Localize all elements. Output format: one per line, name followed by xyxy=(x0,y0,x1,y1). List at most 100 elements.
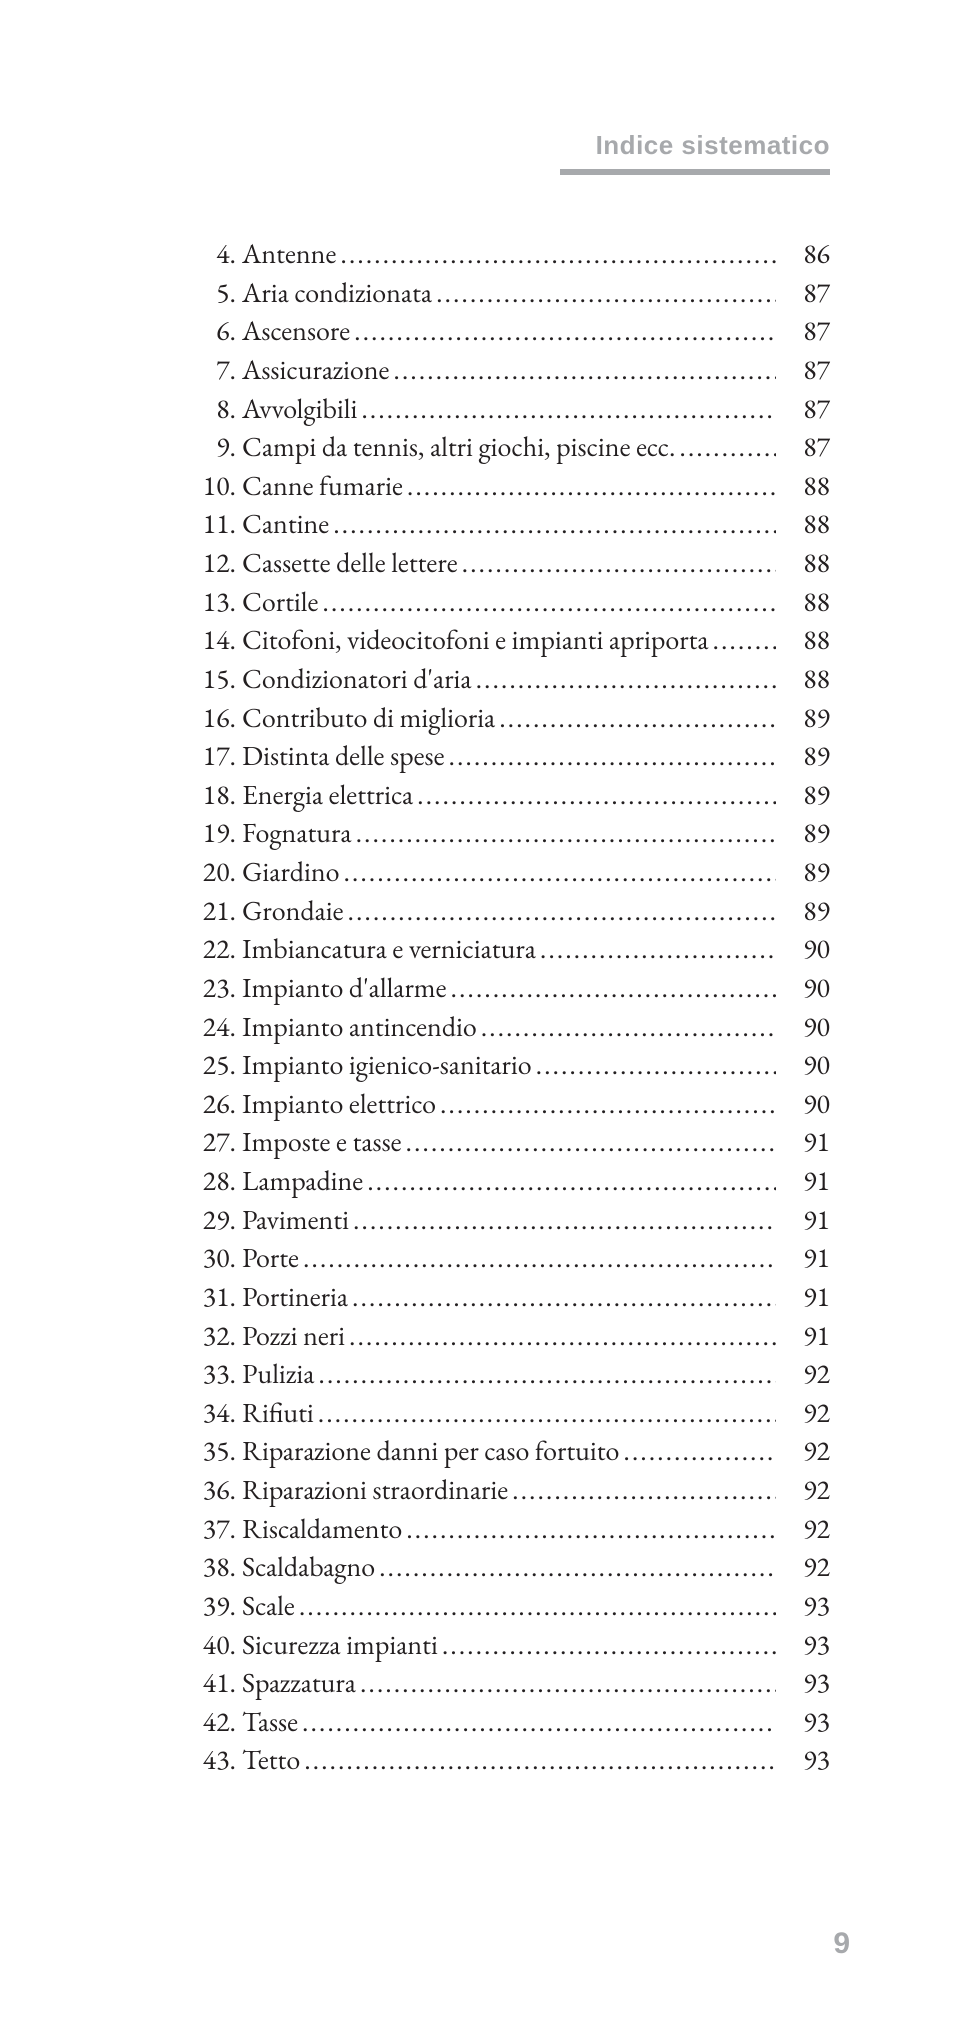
toc-row: 18.Energia elettrica89 xyxy=(190,776,850,815)
toc-entry-label: Grondaie xyxy=(242,892,344,931)
toc-entry-label: Rifiuti xyxy=(242,1394,314,1433)
toc-row: 43.Tetto93 xyxy=(190,1741,850,1780)
toc-leader-dots xyxy=(499,699,776,738)
toc-entry-number: 27. xyxy=(190,1123,236,1162)
toc-entry-page: 93 xyxy=(780,1587,850,1626)
toc-entry-number: 11. xyxy=(190,505,236,544)
toc-leader-dots xyxy=(352,1278,776,1317)
toc-entry-number: 35. xyxy=(190,1432,236,1471)
toc-leader-dots xyxy=(436,274,776,313)
toc-entry-number: 18. xyxy=(190,776,236,815)
toc-entry-page: 92 xyxy=(780,1471,850,1510)
toc-row: 6.Ascensore87 xyxy=(190,312,850,351)
toc-leader-dots xyxy=(318,1394,776,1433)
toc-entry-label: Impianto antincendio xyxy=(242,1008,477,1047)
toc-entry-page: 87 xyxy=(780,428,850,467)
toc-entry-number: 36. xyxy=(190,1471,236,1510)
toc-entry-number: 42. xyxy=(190,1703,236,1742)
toc-entry-page: 89 xyxy=(780,814,850,853)
toc-entry-number: 21. xyxy=(190,892,236,931)
toc-entry-page: 89 xyxy=(780,737,850,776)
toc-leader-dots xyxy=(360,1664,776,1703)
toc-row: 30.Porte91 xyxy=(190,1239,850,1278)
toc-entry-label: Energia elettrica xyxy=(242,776,413,815)
toc-entry-label: Tetto xyxy=(242,1741,300,1780)
toc-entry-label: Condizionatori d'aria xyxy=(242,660,472,699)
toc-entry-number: 4. xyxy=(190,235,236,274)
toc-entry-number: 22. xyxy=(190,930,236,969)
toc-entry-page: 90 xyxy=(780,1008,850,1047)
toc-leader-dots xyxy=(343,853,776,892)
toc-row: 15.Condizionatori d'aria 88 xyxy=(190,660,850,699)
toc-entry-page: 87 xyxy=(780,351,850,390)
toc-leader-dots xyxy=(302,1703,776,1742)
toc-row: 14.Citofoni, videocitofoni e impianti ap… xyxy=(190,621,850,660)
toc-leader-dots xyxy=(340,235,776,274)
toc-entry-page: 93 xyxy=(780,1664,850,1703)
toc-entry-number: 37. xyxy=(190,1510,236,1549)
toc-entry-label: Impianto igienico-sanitario xyxy=(242,1046,532,1085)
toc-entry-label: Imposte e tasse xyxy=(242,1123,402,1162)
toc-entry-page: 91 xyxy=(780,1278,850,1317)
toc-leader-dots xyxy=(536,1046,776,1085)
toc-entry-label: Campi da tennis, altri giochi, piscine e… xyxy=(242,428,675,467)
toc-entry-page: 92 xyxy=(780,1548,850,1587)
toc-entry-number: 13. xyxy=(190,583,236,622)
toc-entry-label: Citofoni, videocitofoni e impianti aprip… xyxy=(242,621,709,660)
toc-entry-page: 88 xyxy=(780,505,850,544)
toc-leader-dots xyxy=(451,969,776,1008)
toc-entry-number: 20. xyxy=(190,853,236,892)
toc-row: 9.Campi da tennis, altri giochi, piscine… xyxy=(190,428,850,467)
toc-entry-number: 19. xyxy=(190,814,236,853)
toc-entry-label: Pavimenti xyxy=(242,1201,349,1240)
toc-entry-page: 91 xyxy=(780,1123,850,1162)
toc-row: 27.Imposte e tasse 91 xyxy=(190,1123,850,1162)
toc-entry-page: 90 xyxy=(780,1046,850,1085)
toc-entry-page: 88 xyxy=(780,544,850,583)
toc-entry-label: Avvolgibili xyxy=(242,390,357,429)
toc-row: 25.Impianto igienico-sanitario90 xyxy=(190,1046,850,1085)
toc-row: 41.Spazzatura93 xyxy=(190,1664,850,1703)
toc-entry-page: 86 xyxy=(780,235,850,274)
toc-entry-label: Riparazioni straordinarie xyxy=(242,1471,508,1510)
page-number: 9 xyxy=(833,1927,850,1961)
toc-row: 36.Riparazioni straordinarie 92 xyxy=(190,1471,850,1510)
toc-row: 7.Assicurazione87 xyxy=(190,351,850,390)
toc-entry-label: Spazzatura xyxy=(242,1664,356,1703)
toc-row: 31.Portineria91 xyxy=(190,1278,850,1317)
toc-entry-number: 34. xyxy=(190,1394,236,1433)
toc-entry-page: 91 xyxy=(780,1317,850,1356)
toc-leader-dots xyxy=(476,660,776,699)
toc-entry-number: 30. xyxy=(190,1239,236,1278)
toc-leader-dots xyxy=(512,1471,776,1510)
toc-entry-label: Canne fumarie xyxy=(242,467,403,506)
toc-leader-dots xyxy=(356,814,776,853)
toc-entry-label: Scaldabagno xyxy=(242,1548,375,1587)
toc-entry-page: 92 xyxy=(780,1394,850,1433)
page-container: Indice sistematico 4.Antenne865.Aria con… xyxy=(0,0,960,2021)
toc-row: 33.Pulizia92 xyxy=(190,1355,850,1394)
toc-entry-page: 89 xyxy=(780,892,850,931)
toc-entry-number: 8. xyxy=(190,390,236,429)
toc-entry-number: 7. xyxy=(190,351,236,390)
toc-entry-label: Contributo di miglioria xyxy=(242,699,495,738)
toc-entry-label: Giardino xyxy=(242,853,339,892)
toc-entry-page: 92 xyxy=(780,1432,850,1471)
toc-entry-page: 93 xyxy=(780,1626,850,1665)
toc-entry-page: 88 xyxy=(780,660,850,699)
toc-entry-number: 17. xyxy=(190,737,236,776)
toc-entry-page: 90 xyxy=(780,969,850,1008)
toc-leader-dots xyxy=(713,621,776,660)
toc-entry-number: 15. xyxy=(190,660,236,699)
toc-row: 39.Scale93 xyxy=(190,1587,850,1626)
toc-leader-dots xyxy=(440,1085,776,1124)
toc-leader-dots xyxy=(348,892,776,931)
toc-entry-number: 38. xyxy=(190,1548,236,1587)
toc-row: 34.Rifiuti 92 xyxy=(190,1394,850,1433)
toc-leader-dots xyxy=(623,1432,776,1471)
toc-leader-dots xyxy=(304,1741,776,1780)
toc-row: 10.Canne fumarie88 xyxy=(190,467,850,506)
toc-entry-page: 89 xyxy=(780,853,850,892)
toc-row: 24.Impianto antincendio90 xyxy=(190,1008,850,1047)
toc-entry-label: Ascensore xyxy=(242,312,350,351)
